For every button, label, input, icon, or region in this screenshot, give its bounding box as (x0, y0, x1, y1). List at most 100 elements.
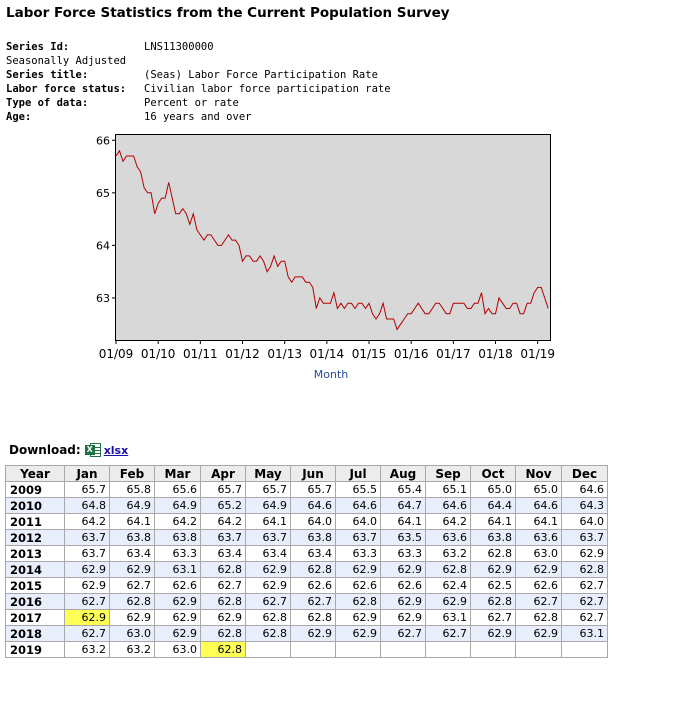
row-year: 2019 (5, 641, 65, 658)
row-year: 2016 (5, 593, 65, 610)
table-cell: 65.1 (425, 481, 471, 498)
x-axis: 01/09 01/10 01/11 01/12 01/13 01/14 01/15 01/16… (99, 340, 555, 361)
excel-icon-letter: X (84, 445, 95, 455)
table-row: 2013 63.7 63.4 63.3 63.4 63.4 63.4 63.3 63.3 63.2… (5, 545, 608, 562)
column-header-aug: Aug (380, 465, 426, 482)
table-cell: 63.0 (515, 545, 562, 562)
x-tick-label: 01/12 (225, 347, 260, 361)
table-cell: 62.8 (515, 609, 562, 626)
table-cell: 62.4 (425, 577, 471, 594)
table-cell: 62.8 (290, 609, 336, 626)
table-cell: 63.3 (154, 545, 201, 562)
table-cell: 64.9 (109, 497, 155, 514)
table-row: 2014 62.9 62.9 63.1 62.8 62.9 62.8 62.9 62.9 62.8… (5, 561, 608, 578)
type-of-data-value: Percent or rate (144, 97, 239, 109)
download-xlsx-link[interactable]: xlsx (103, 443, 129, 457)
table-cell (515, 641, 562, 658)
table-cell: 62.7 (245, 593, 291, 610)
table-cell: 64.2 (425, 513, 471, 530)
column-header-apr: Apr (200, 465, 246, 482)
table-cell: 65.8 (109, 481, 155, 498)
row-year: 2010 (5, 497, 65, 514)
seasonal-adjustment-label: Seasonally Adjusted (6, 55, 127, 67)
table-cell: 62.6 (154, 577, 201, 594)
table-cell (425, 641, 471, 658)
series-title-row: Series title: (Seas) Labor Force Particip… (6, 68, 391, 82)
series-metadata: Series Id: LNS11300000 Seasonally Adjuste… (6, 40, 391, 124)
column-header-jul: Jul (335, 465, 381, 482)
row-year: 2017 (5, 609, 65, 626)
table-cell: 64.0 (335, 513, 381, 530)
x-axis-title: Month (314, 368, 349, 381)
table-cell: 62.8 (470, 593, 516, 610)
row-year: 2014 (5, 561, 65, 578)
series-title-label: Series title: (6, 69, 89, 81)
table-cell: 62.7 (561, 609, 608, 626)
type-of-data-row: Type of data: Percent or rate (6, 96, 391, 110)
table-cell: 62.6 (515, 577, 562, 594)
column-header-may: May (245, 465, 291, 482)
table-cell: 64.1 (380, 513, 426, 530)
table-cell: 64.9 (154, 497, 201, 514)
table-cell: 62.9 (380, 609, 426, 626)
table-cell: 63.7 (64, 529, 110, 546)
table-cell: 63.0 (154, 641, 201, 658)
y-axis: 63 64 65 66 (96, 134, 116, 305)
row-year: 2018 (5, 625, 65, 642)
download-bar: Download: X xlsx (9, 442, 128, 458)
table-cell: 62.7 (470, 609, 516, 626)
series-id-label: Series Id: (6, 41, 70, 53)
table-cell: 64.9 (245, 497, 291, 514)
table-cell: 64.6 (335, 497, 381, 514)
table-cell: 63.6 (425, 529, 471, 546)
table-cell: 64.2 (200, 513, 246, 530)
table-cell: 63.3 (335, 545, 381, 562)
table-cell: 62.5 (470, 577, 516, 594)
table-cell: 64.1 (109, 513, 155, 530)
table-row: 2012 63.7 63.8 63.8 63.7 63.7 63.8 63.7 63.5 63.6… (5, 529, 608, 546)
table-cell: 63.5 (380, 529, 426, 546)
table-cell: 62.7 (290, 593, 336, 610)
table-cell: 62.9 (64, 609, 110, 626)
table-cell: 62.8 (109, 593, 155, 610)
table-cell: 65.7 (245, 481, 291, 498)
page-title: Labor Force Statistics from the Current … (6, 5, 450, 21)
age-value: 16 years and over (144, 111, 252, 123)
table-row: 2016 62.7 62.8 62.9 62.8 62.7 62.7 62.8 62.9 62.9… (5, 593, 608, 610)
table-cell: 63.8 (290, 529, 336, 546)
x-tick-label: 01/14 (310, 347, 345, 361)
table-cell: 63.2 (425, 545, 471, 562)
table-cell: 62.6 (290, 577, 336, 594)
table-cell: 63.0 (109, 625, 155, 642)
table-cell: 62.8 (200, 625, 246, 642)
table-cell: 64.1 (515, 513, 562, 530)
table-cell: 64.2 (64, 513, 110, 530)
column-header-dec: Dec (561, 465, 608, 482)
table-cell: 64.2 (154, 513, 201, 530)
table-cell: 64.0 (561, 513, 608, 530)
table-cell: 65.5 (335, 481, 381, 498)
table-cell: 62.7 (561, 577, 608, 594)
table-cell: 65.7 (200, 481, 246, 498)
table-row: 2011 64.2 64.1 64.2 64.2 64.1 64.0 64.0 64.1 64.2… (5, 513, 608, 530)
table-cell: 63.2 (64, 641, 110, 658)
x-tick-label: 01/16 (394, 347, 429, 361)
row-year: 2012 (5, 529, 65, 546)
table-cell: 62.7 (109, 577, 155, 594)
table-cell (245, 641, 291, 658)
x-tick-label: 01/13 (267, 347, 302, 361)
table-cell: 63.1 (561, 625, 608, 642)
excel-icon[interactable]: X (84, 442, 101, 458)
labor-force-status-label: Labor force status: (6, 83, 127, 95)
table-cell: 64.6 (561, 481, 608, 498)
table-cell: 62.8 (200, 641, 246, 658)
table-cell: 64.7 (380, 497, 426, 514)
table-cell: 62.7 (561, 593, 608, 610)
table-cell: 65.7 (64, 481, 110, 498)
table-row: 2018 62.7 63.0 62.9 62.8 62.8 62.9 62.9 62.7 62.7… (5, 625, 608, 642)
x-tick-label: 01/11 (183, 347, 218, 361)
table-header-row: Year Jan Feb Mar Apr May Jun Jul Aug Sep Oct Nov Dec (5, 465, 608, 482)
x-tick-label: 01/10 (141, 347, 176, 361)
labor-force-status-row: Labor force status: Civilian labor force … (6, 82, 391, 96)
